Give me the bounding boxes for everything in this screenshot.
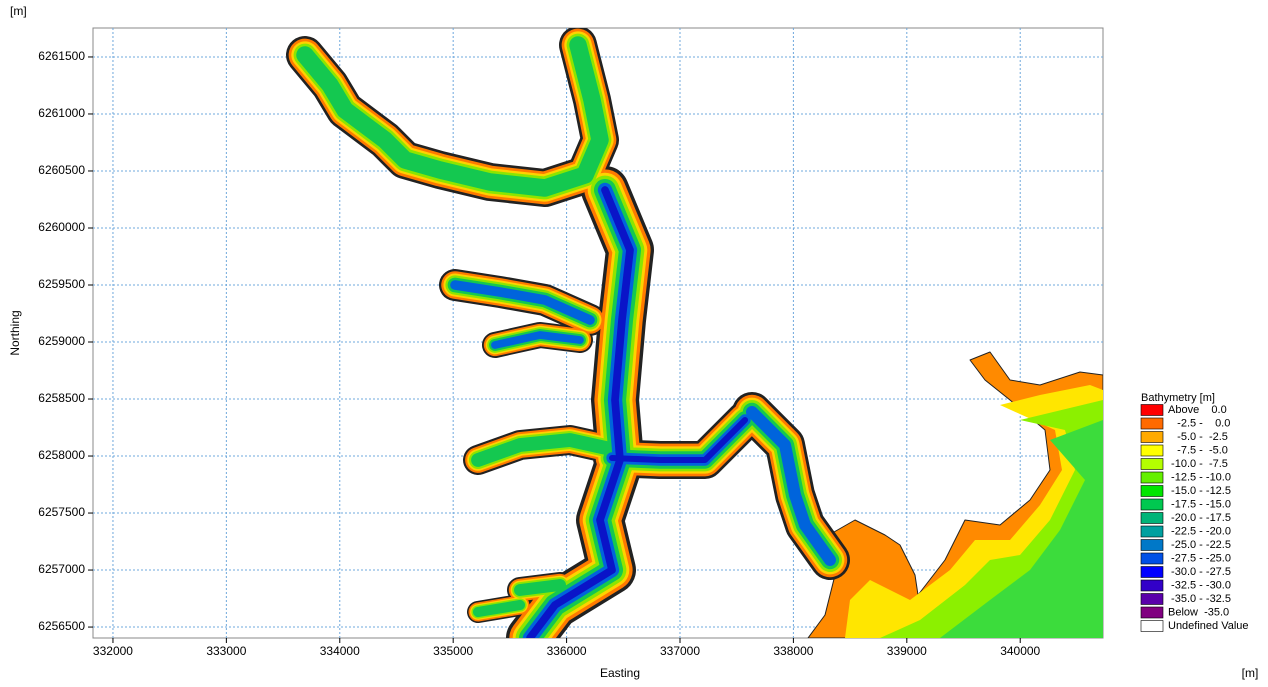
legend-label: -20.0 - -17.5 bbox=[1168, 512, 1231, 524]
legend-swatch bbox=[1141, 405, 1163, 416]
legend-label: -27.5 - -25.0 bbox=[1168, 552, 1231, 564]
depth-band bbox=[520, 585, 560, 590]
legend: Bathymetry [m] Above 0.0 -2.5 - 0.0 -5.0… bbox=[1141, 392, 1249, 632]
x-tick-label: 337000 bbox=[660, 644, 700, 658]
legend-swatch bbox=[1141, 432, 1163, 443]
legend-label: -12.5 - -10.0 bbox=[1168, 471, 1231, 483]
y-tick-label: 6258000 bbox=[38, 448, 85, 462]
legend-label: -10.0 - -7.5 bbox=[1168, 458, 1228, 470]
legend-label: -22.5 - -20.0 bbox=[1168, 525, 1231, 537]
legend-swatch bbox=[1141, 459, 1163, 470]
legend-label: -30.0 - -27.5 bbox=[1168, 566, 1231, 578]
legend-label: -15.0 - -12.5 bbox=[1168, 485, 1231, 497]
x-axis-title: Easting bbox=[600, 666, 640, 680]
legend-swatch bbox=[1141, 540, 1163, 551]
legend-label: -7.5 - -5.0 bbox=[1168, 444, 1228, 456]
legend-swatch bbox=[1141, 580, 1163, 591]
legend-swatch bbox=[1141, 526, 1163, 537]
legend-swatch bbox=[1141, 499, 1163, 510]
y-unit: [m] bbox=[10, 4, 27, 18]
legend-label: -2.5 - 0.0 bbox=[1168, 417, 1230, 429]
legend-swatch bbox=[1141, 513, 1163, 524]
legend-swatch bbox=[1141, 594, 1163, 605]
legend-label: -32.5 - -30.0 bbox=[1168, 579, 1231, 591]
x-tick-label: 340000 bbox=[1000, 644, 1040, 658]
y-tick-label: 6260500 bbox=[38, 163, 85, 177]
y-tick-label: 6261000 bbox=[38, 106, 85, 120]
x-tick-label: 338000 bbox=[773, 644, 813, 658]
legend-swatch bbox=[1141, 472, 1163, 483]
legend-swatch bbox=[1141, 607, 1163, 618]
x-tick-label: 339000 bbox=[887, 644, 927, 658]
x-tick-label: 336000 bbox=[547, 644, 587, 658]
x-tick-label: 332000 bbox=[93, 644, 133, 658]
y-tick-label: 6259000 bbox=[38, 334, 85, 348]
x-tick-label: 334000 bbox=[320, 644, 360, 658]
legend-label: Above 0.0 bbox=[1168, 404, 1227, 416]
legend-label: -35.0 - -32.5 bbox=[1168, 593, 1231, 605]
legend-swatch bbox=[1141, 621, 1163, 632]
x-unit: [m] bbox=[1242, 666, 1259, 680]
y-tick-label: 6257500 bbox=[38, 505, 85, 519]
y-tick-label: 6259500 bbox=[38, 277, 85, 291]
legend-swatch bbox=[1141, 418, 1163, 429]
y-tick-label: 6260000 bbox=[38, 220, 85, 234]
depth-band bbox=[478, 605, 520, 612]
bathymetry-map: 332000 333000 334000 335000 336000 337000 3380… bbox=[0, 0, 1268, 682]
legend-label: -17.5 - -15.0 bbox=[1168, 498, 1231, 510]
legend-title: Bathymetry [m] bbox=[1141, 392, 1215, 404]
legend-swatch bbox=[1141, 553, 1163, 564]
x-tick-label: 335000 bbox=[433, 644, 473, 658]
x-tick-label: 333000 bbox=[206, 644, 246, 658]
legend-swatch bbox=[1141, 486, 1163, 497]
y-axis-title: Northing bbox=[8, 310, 22, 355]
y-tick-label: 6257000 bbox=[38, 562, 85, 576]
legend-label: -25.0 - -22.5 bbox=[1168, 539, 1231, 551]
y-tick-label: 6258500 bbox=[38, 391, 85, 405]
y-tick-label: 6261500 bbox=[38, 49, 85, 63]
legend-label: Below -35.0 bbox=[1168, 606, 1229, 618]
legend-swatch bbox=[1141, 567, 1163, 578]
y-tick-label: 6256500 bbox=[38, 619, 85, 633]
legend-swatch bbox=[1141, 445, 1163, 456]
legend-label: Undefined Value bbox=[1168, 620, 1249, 632]
legend-label: -5.0 - -2.5 bbox=[1168, 431, 1228, 443]
